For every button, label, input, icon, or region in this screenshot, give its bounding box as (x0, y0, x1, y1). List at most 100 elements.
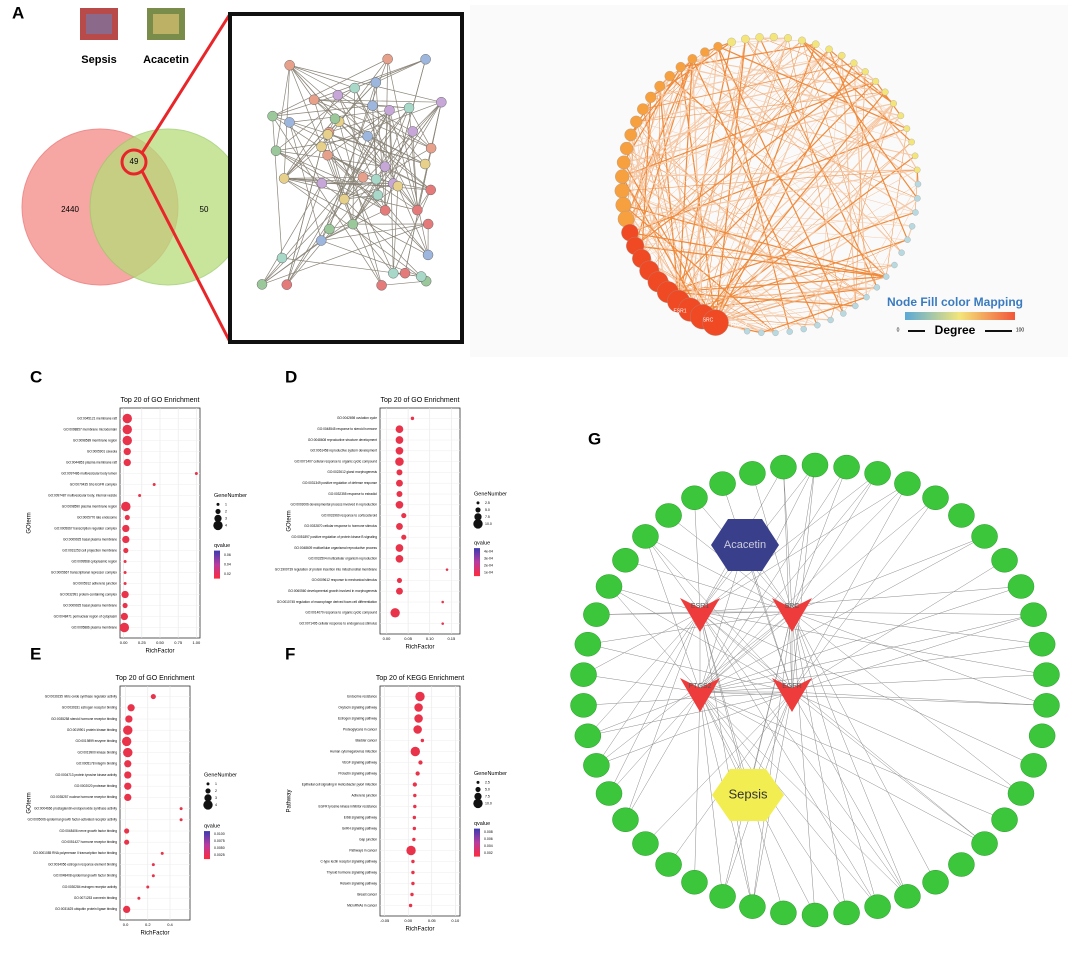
network-edge (791, 614, 1034, 693)
degree-node (914, 180, 922, 188)
degree-node (908, 223, 916, 230)
size-legend-label: 5.0 (485, 508, 490, 512)
size-legend-dot (473, 519, 483, 529)
pathway-node (894, 471, 921, 496)
degree-node (890, 100, 897, 107)
network-edge (699, 464, 816, 693)
degree-node (904, 236, 911, 243)
y-tick-label: Epithelial cell signaling in Helicobacte… (302, 782, 378, 786)
color-legend-label: 0.006 (484, 837, 493, 841)
ppi-edge (275, 150, 379, 196)
y-tick-label: Relaxin signaling pathway (340, 881, 377, 885)
size-legend-label: 1 (215, 782, 217, 786)
ppi-edge (321, 223, 429, 241)
network-edge (699, 691, 723, 897)
hub-label: PTGS2 (731, 322, 748, 328)
network-edge (791, 691, 985, 844)
degree-node (912, 209, 919, 216)
degree-node (872, 77, 880, 85)
ppi-node (256, 279, 268, 290)
x-axis-label: RichFactor (145, 649, 174, 655)
chart-title: Top 20 of GO Enrichment (381, 397, 460, 404)
network-edge (722, 483, 793, 693)
y-tick-label: GO:0070435 Shc-EGFR complex (70, 482, 118, 486)
ppi-edge (367, 135, 426, 165)
ppi-node (322, 149, 333, 161)
y-tick-label: Breast cancer (357, 892, 378, 896)
ppi-node (382, 53, 393, 65)
network-edge (791, 536, 985, 613)
x-axis-label: RichFactor (140, 931, 169, 937)
x-tick-label: 0.00 (404, 918, 413, 923)
size-legend-label: 3 (215, 796, 217, 800)
ppi-edge (261, 107, 410, 285)
ppi-edge (678, 66, 681, 302)
network-edge (583, 611, 701, 675)
target-label: SRC (785, 603, 800, 610)
size-legend-dot (215, 508, 221, 514)
panel-label: E (30, 644, 41, 663)
ppi-node (370, 77, 382, 88)
degree-node (755, 33, 764, 42)
degree-node (861, 68, 869, 76)
ppi-edge (389, 110, 418, 211)
y-tick-label: GO:0022612 gland morphogenesis (327, 470, 377, 474)
size-legend-dot (213, 520, 223, 531)
ppi-edge (392, 186, 399, 274)
ppi-node (379, 161, 391, 172)
y-tick-label: GO:0060560 developmental growth involved… (288, 589, 377, 593)
y-tick-label: GO:0005901 caveola (87, 449, 117, 453)
dot (412, 837, 416, 842)
color-legend-label: 0.008 (484, 830, 493, 834)
degree-node (903, 125, 911, 132)
dot (390, 608, 400, 618)
ppi-edge (629, 232, 887, 278)
size-legend-dot (214, 514, 222, 523)
ppi-edge (678, 103, 894, 302)
dot (395, 554, 404, 563)
network-edge (699, 473, 878, 693)
dot (412, 782, 417, 787)
ppi-edge (352, 179, 377, 225)
dot (395, 457, 404, 466)
y-tick-label: GO:0009612 response to mechanical stimul… (312, 578, 378, 582)
drug-label: Acacetin (724, 539, 766, 551)
network-edge (791, 611, 847, 913)
degree-node (713, 41, 723, 51)
pathway-node (1007, 781, 1035, 806)
set-label: Acacetin (143, 54, 189, 66)
ppi-node (367, 100, 378, 111)
legend-tick: 0 (897, 327, 900, 333)
network-edge (587, 611, 701, 736)
network-edge (791, 483, 908, 693)
dot (412, 815, 417, 820)
y-axis-label: GOterm (27, 512, 33, 533)
color-legend-label: 0.06 (224, 553, 231, 557)
dot (396, 587, 403, 595)
dot (179, 818, 183, 822)
y-tick-label: GO:0071495 cellular response to endogeno… (299, 621, 377, 625)
y-tick-label: Thyroid hormone signaling pathway (327, 870, 378, 874)
ppi-edge (289, 122, 322, 241)
ppi-node (384, 105, 395, 116)
degree-node (883, 273, 890, 280)
ppi-edge (625, 218, 908, 241)
network-edge (596, 691, 793, 766)
ppi-edge (284, 178, 431, 191)
y-tick-label: GO:0004713 protein tyrosine kinase activ… (55, 773, 117, 777)
y-tick-label: GO:0003006 developmental process involve… (291, 503, 378, 507)
network-edge (791, 611, 1034, 615)
network-edge (699, 611, 753, 907)
degree-node (850, 59, 858, 67)
y-tick-label: GO:0048545 response to steroid hormone (317, 427, 377, 431)
ppi-edge (669, 75, 912, 143)
pathway-node (922, 485, 949, 511)
degree-node (702, 309, 729, 336)
network-edge (699, 691, 1005, 820)
chart-title: Top 20 of GO Enrichment (121, 397, 200, 404)
target-label: ESR1 (691, 603, 709, 610)
zoom-line (140, 13, 232, 154)
ppi-edge (635, 212, 916, 247)
ppi-edge (625, 218, 776, 334)
y-tick-label: Gap junction (359, 837, 377, 841)
